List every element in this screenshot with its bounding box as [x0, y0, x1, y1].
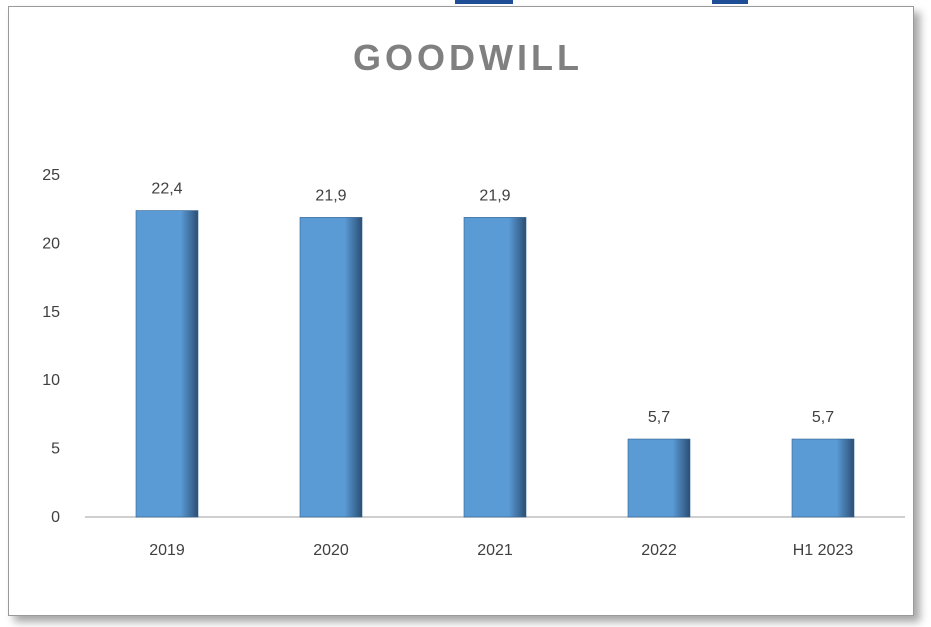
y-tick-label: 15 — [42, 304, 60, 321]
top-edge-fragment — [712, 0, 748, 4]
x-axis-ticks: 2019 2020 2021 2022 H1 2023 — [149, 542, 853, 559]
data-label: 21,9 — [479, 187, 510, 204]
data-label: 5,7 — [648, 409, 670, 426]
bar — [135, 210, 199, 518]
data-labels-group: 22,4 21,9 21,9 5,7 5,7 — [151, 181, 834, 426]
x-tick-label: H1 2023 — [793, 542, 854, 559]
y-tick-label: 0 — [51, 509, 60, 526]
y-tick-label: 10 — [42, 372, 60, 389]
x-tick-label: 2019 — [149, 542, 185, 559]
bar — [299, 217, 363, 518]
bar — [791, 438, 855, 518]
data-label: 21,9 — [315, 187, 346, 204]
bar — [627, 438, 691, 518]
data-label: 22,4 — [151, 181, 182, 198]
bars-group — [135, 210, 855, 518]
x-tick-label: 2022 — [641, 542, 677, 559]
x-tick-label: 2020 — [313, 542, 349, 559]
bar — [463, 217, 527, 518]
chart-title: GOODWILL — [353, 37, 583, 78]
top-edge-fragment — [455, 0, 513, 4]
y-tick-label: 5 — [51, 441, 60, 458]
data-label: 5,7 — [812, 409, 834, 426]
y-axis-ticks: 0 5 10 15 20 25 — [42, 167, 60, 526]
x-tick-label: 2021 — [477, 542, 513, 559]
y-tick-label: 20 — [42, 235, 60, 252]
y-tick-label: 25 — [42, 167, 60, 184]
